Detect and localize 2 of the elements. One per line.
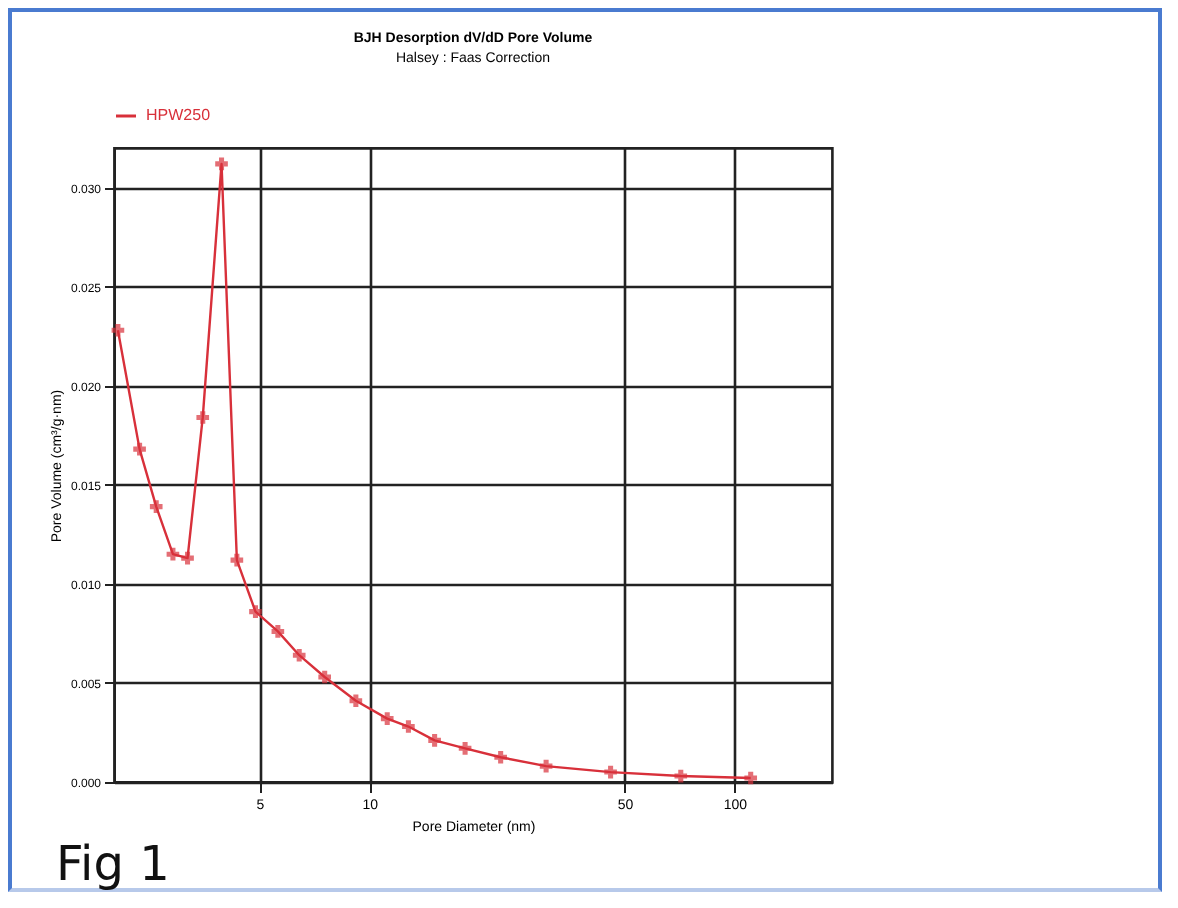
legend-label: HPW250: [146, 106, 212, 124]
caption: Fig 1: [56, 836, 170, 892]
